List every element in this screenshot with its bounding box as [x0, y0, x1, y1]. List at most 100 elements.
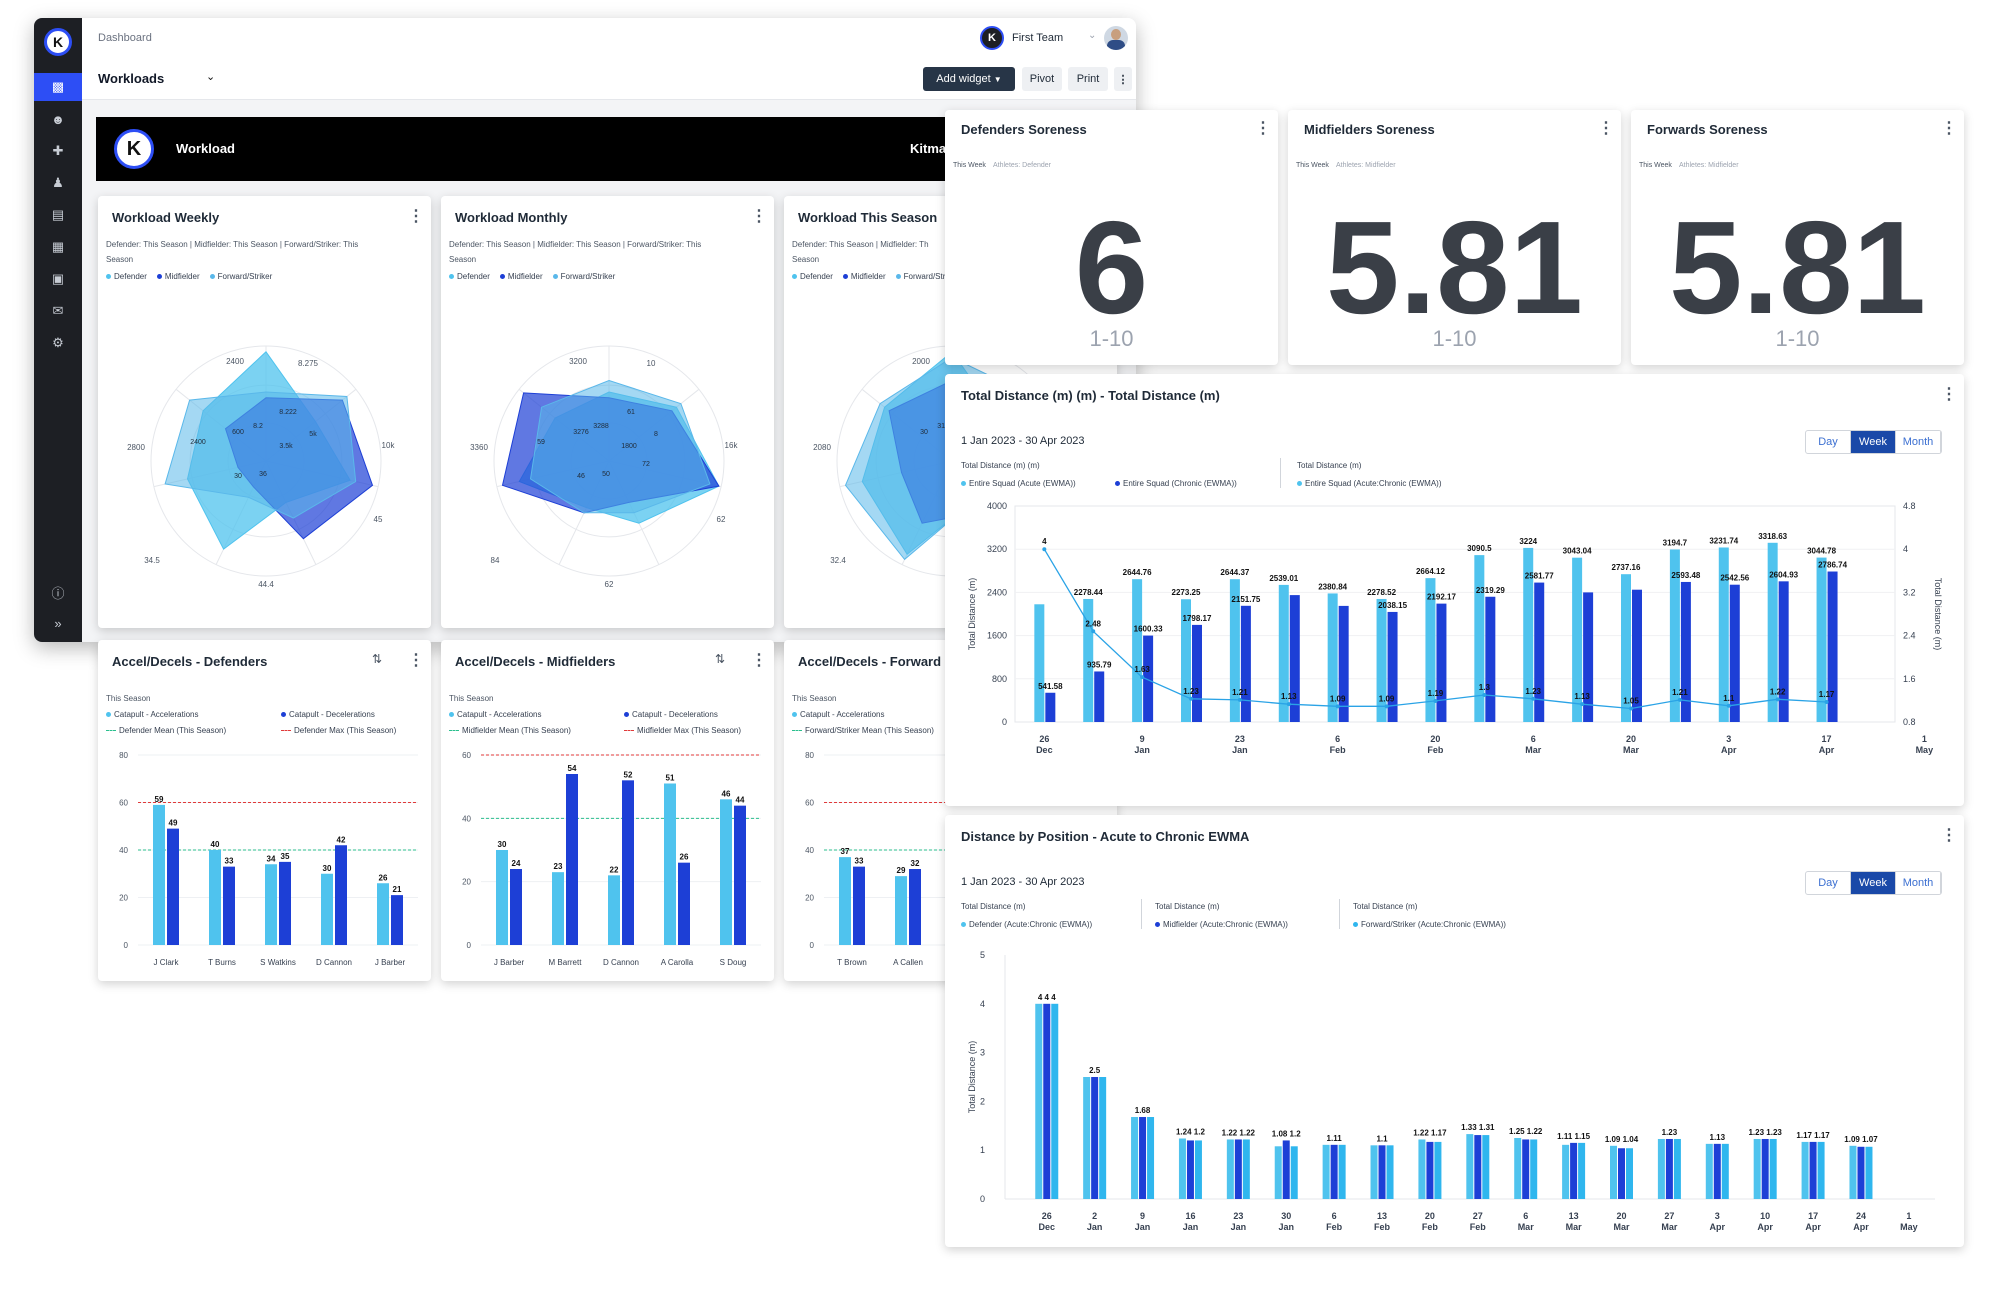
bar-forward[interactable]	[1434, 1141, 1442, 1199]
toggle-day[interactable]: Day	[1806, 872, 1851, 894]
ratio-point[interactable]	[1629, 706, 1633, 711]
bar-acute[interactable]	[1229, 579, 1240, 722]
bar-midfielder[interactable]	[1713, 1143, 1721, 1199]
bar-defender[interactable]	[1322, 1144, 1330, 1199]
legend-item[interactable]: Forward/Striker	[552, 272, 615, 281]
ratio-point[interactable]	[1384, 704, 1389, 709]
legend-max[interactable]: Midfielder Max (This Season)	[624, 726, 741, 735]
legend-item[interactable]: Midfielder	[156, 272, 200, 281]
more-options-button[interactable]: ⋮	[1114, 67, 1132, 91]
bar-acceleration[interactable]	[377, 883, 389, 945]
bar-chronic[interactable]	[1387, 611, 1398, 722]
bar-acute[interactable]	[1181, 599, 1191, 722]
bar-midfielder[interactable]	[1426, 1141, 1434, 1199]
bar-acute[interactable]	[1034, 604, 1045, 722]
legend-item[interactable]: Defender	[792, 272, 833, 281]
bar-defender[interactable]	[1657, 1138, 1665, 1199]
toggle-month[interactable]: Month	[1896, 431, 1941, 453]
bar-chronic[interactable]	[1632, 589, 1642, 722]
bar-midfielder[interactable]	[1570, 1142, 1578, 1199]
print-button[interactable]: Print	[1068, 67, 1108, 91]
bar-chronic[interactable]	[1680, 581, 1691, 722]
bar-chronic[interactable]	[1778, 581, 1789, 722]
chevron-down-icon[interactable]: ⌄	[1088, 30, 1097, 41]
ratio-point[interactable]	[1726, 703, 1731, 708]
bar-forward[interactable]	[1386, 1145, 1394, 1199]
pivot-button[interactable]: Pivot	[1022, 67, 1062, 91]
bar-midfielder[interactable]	[1282, 1140, 1290, 1199]
bar-acute[interactable]	[1327, 593, 1338, 722]
bar-forward[interactable]	[1721, 1143, 1729, 1199]
bar-midfielder[interactable]	[1857, 1146, 1865, 1199]
bar-chronic[interactable]	[1094, 671, 1105, 722]
bar-forward[interactable]	[1530, 1139, 1538, 1199]
bar-chronic[interactable]	[1827, 571, 1838, 722]
settings-icon[interactable]: ⚙	[52, 335, 64, 350]
ratio-point[interactable]	[1140, 675, 1145, 680]
bar-midfielder[interactable]	[1809, 1141, 1817, 1199]
bar-deceleration[interactable]	[223, 866, 235, 945]
bar-deceleration[interactable]	[734, 805, 746, 945]
bar-defender[interactable]	[1418, 1139, 1426, 1199]
sort-icon[interactable]: ⇅	[715, 652, 726, 666]
ratio-point[interactable]	[1580, 702, 1585, 707]
bar-defender[interactable]	[1083, 1077, 1091, 1199]
bar-acute[interactable]	[1621, 574, 1631, 722]
bar-midfielder[interactable]	[1091, 1077, 1099, 1199]
legend-item[interactable]: Midfielder	[499, 272, 543, 281]
legend-item[interactable]: Midfielder (Acute:Chronic (EWMA))	[1155, 920, 1288, 929]
ratio-point[interactable]	[1531, 696, 1536, 701]
add-widget-button[interactable]: Add widget ▼	[923, 67, 1015, 91]
legend-chronic[interactable]: Entire Squad (Chronic (EWMA))	[1115, 479, 1237, 488]
inbox-icon[interactable]: ▣	[51, 271, 65, 286]
bar-forward[interactable]	[1578, 1142, 1586, 1199]
expand-icon[interactable]: »	[54, 615, 62, 631]
bar-defender[interactable]	[1610, 1145, 1617, 1199]
legend-item[interactable]: Defender	[449, 272, 490, 281]
bar-acute[interactable]	[1083, 598, 1094, 722]
legend-mean[interactable]: Defender Mean (This Season)	[106, 726, 226, 735]
chat-icon[interactable]: ✉	[52, 303, 64, 318]
kebab-icon[interactable]: ⋮	[408, 652, 424, 669]
legend-accelerations[interactable]: Catapult - Accelerations	[106, 710, 199, 719]
bar-deceleration[interactable]	[909, 869, 921, 945]
bar-forward[interactable]	[1147, 1117, 1155, 1199]
bar-chart-icon[interactable]: ▩	[34, 73, 82, 101]
ratio-point[interactable]	[1237, 697, 1242, 702]
bar-chronic[interactable]	[1192, 624, 1202, 722]
bar-chronic[interactable]	[1143, 635, 1154, 722]
bar-defender[interactable]	[1466, 1134, 1474, 1199]
bar-deceleration[interactable]	[335, 845, 347, 945]
bar-midfielder[interactable]	[1043, 1003, 1051, 1199]
people-icon[interactable]: ☻	[51, 111, 65, 127]
bar-deceleration[interactable]	[279, 861, 291, 945]
bar-acceleration[interactable]	[608, 875, 620, 945]
ratio-point[interactable]	[1335, 704, 1340, 709]
kebab-icon[interactable]: ⋮	[1598, 120, 1614, 137]
bar-deceleration[interactable]	[622, 780, 634, 945]
bar-forward[interactable]	[1817, 1141, 1825, 1199]
bar-chronic[interactable]	[1338, 605, 1349, 722]
bar-acceleration[interactable]	[552, 872, 564, 945]
bar-deceleration[interactable]	[678, 862, 690, 945]
ratio-point[interactable]	[1433, 698, 1438, 703]
bar-deceleration[interactable]	[510, 869, 522, 945]
user-avatar[interactable]	[1104, 26, 1128, 50]
bar-chronic[interactable]	[1583, 592, 1594, 722]
help-icon[interactable]: ⓘ	[51, 585, 65, 601]
bar-midfielder[interactable]	[1234, 1139, 1242, 1199]
bar-midfielder[interactable]	[1474, 1135, 1482, 1199]
legend-item[interactable]: Forward/Striker	[895, 272, 958, 281]
legend-decelerations[interactable]: Catapult - Decelerations	[624, 710, 718, 719]
bar-midfielder[interactable]	[1378, 1145, 1386, 1199]
bar-deceleration[interactable]	[391, 895, 403, 945]
toggle-week[interactable]: Week	[1851, 431, 1896, 453]
medical-cross-icon[interactable]: ✚	[52, 143, 64, 158]
title-chevron-icon[interactable]: ⌄	[206, 71, 216, 83]
ratio-point[interactable]	[1677, 697, 1682, 702]
bar-forward[interactable]	[1626, 1148, 1633, 1199]
bar-midfielder[interactable]	[1761, 1138, 1769, 1199]
bar-defender[interactable]	[1849, 1145, 1857, 1199]
legend-item[interactable]: Defender	[106, 272, 147, 281]
clipboard-icon[interactable]: ▤	[51, 207, 65, 222]
